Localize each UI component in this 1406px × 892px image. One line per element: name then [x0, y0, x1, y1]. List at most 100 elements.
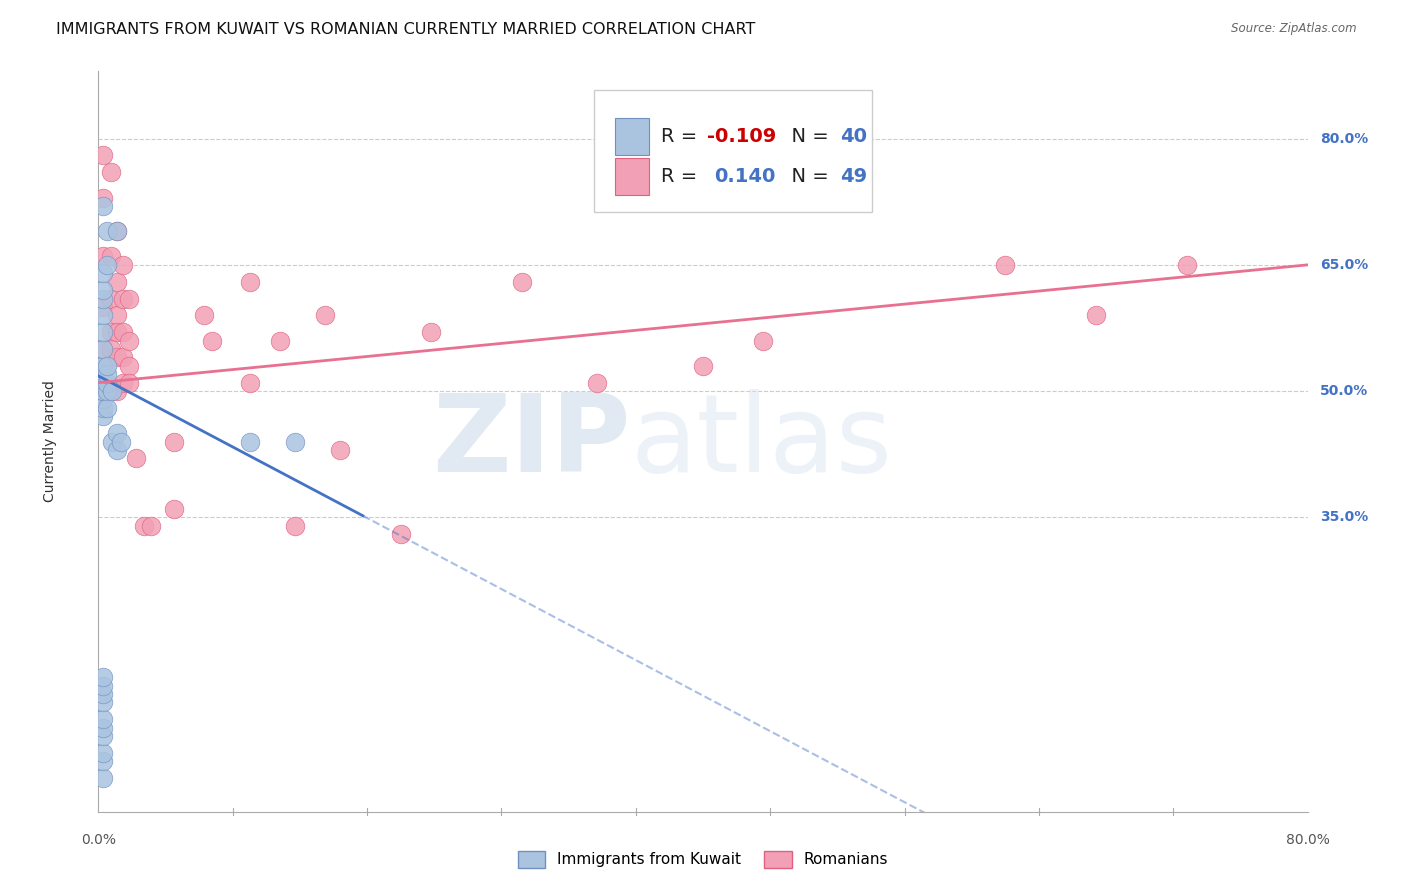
Point [132, 518, 155, 533]
Point [91, 384, 114, 398]
Text: 65.0%: 65.0% [1320, 258, 1368, 272]
Point [100, 325, 122, 339]
Point [752, 334, 775, 348]
Point [91, 148, 114, 162]
Point [163, 434, 186, 449]
Point [105, 351, 128, 365]
Point [91, 342, 114, 356]
Point [201, 334, 224, 348]
Point [692, 359, 714, 373]
Point [239, 376, 262, 390]
Point [100, 165, 122, 179]
Point [101, 384, 124, 398]
Point [118, 376, 141, 390]
Point [91, 384, 114, 398]
Point [389, 527, 412, 541]
Point [105, 384, 128, 398]
Text: Source: ZipAtlas.com: Source: ZipAtlas.com [1232, 22, 1357, 36]
Point [91, 309, 114, 323]
Bar [614, 158, 648, 194]
Point [91, 325, 114, 339]
Point [91, 746, 114, 760]
Point [105, 426, 128, 441]
Point [163, 501, 186, 516]
Point [96, 368, 118, 382]
Point [269, 334, 291, 348]
Point [284, 518, 307, 533]
Text: Currently Married: Currently Married [44, 381, 58, 502]
Text: R =: R = [661, 167, 710, 186]
FancyBboxPatch shape [595, 90, 872, 212]
Point [91, 721, 114, 735]
Point [111, 292, 134, 306]
Point [91, 384, 114, 398]
Point [91, 401, 114, 415]
Point [91, 300, 114, 314]
Point [100, 342, 122, 356]
Point [118, 359, 141, 373]
Point [91, 342, 114, 356]
Point [96, 258, 118, 272]
Point [111, 351, 134, 365]
Point [96, 384, 118, 398]
Point [420, 325, 443, 339]
Text: -0.109: -0.109 [707, 127, 776, 145]
Point [586, 376, 609, 390]
Point [125, 451, 148, 466]
Point [91, 359, 114, 373]
Point [314, 309, 336, 323]
Text: ZIP: ZIP [432, 389, 630, 494]
Point [91, 376, 114, 390]
Point [105, 309, 128, 323]
Text: 50.0%: 50.0% [1320, 384, 1368, 398]
Point [1085, 309, 1108, 323]
Point [994, 258, 1017, 272]
Point [91, 754, 114, 768]
Point [91, 266, 114, 280]
Point [284, 434, 307, 449]
Text: 35.0%: 35.0% [1320, 510, 1368, 524]
Point [105, 325, 128, 339]
Point [91, 670, 114, 684]
Point [111, 376, 134, 390]
Point [100, 292, 122, 306]
Point [91, 729, 114, 743]
Text: R =: R = [661, 127, 703, 145]
Text: 49: 49 [839, 167, 866, 186]
Point [101, 434, 124, 449]
Text: 80.0%: 80.0% [1320, 132, 1368, 145]
Text: 0.0%: 0.0% [82, 833, 115, 847]
Point [111, 258, 134, 272]
Point [100, 384, 122, 398]
Text: 0.140: 0.140 [714, 167, 775, 186]
Point [96, 224, 118, 238]
Text: 40: 40 [839, 127, 866, 145]
Point [91, 190, 114, 204]
Point [91, 292, 114, 306]
Point [91, 679, 114, 693]
Point [141, 518, 163, 533]
Text: IMMIGRANTS FROM KUWAIT VS ROMANIAN CURRENTLY MARRIED CORRELATION CHART: IMMIGRANTS FROM KUWAIT VS ROMANIAN CURRE… [56, 22, 755, 37]
Point [91, 392, 114, 407]
Point [100, 249, 122, 264]
Point [193, 309, 215, 323]
Point [110, 434, 132, 449]
Point [510, 275, 533, 289]
Text: atlas: atlas [630, 389, 893, 494]
Point [91, 771, 114, 785]
Point [91, 249, 114, 264]
Point [91, 283, 114, 297]
Text: N =: N = [779, 127, 835, 145]
Point [111, 325, 134, 339]
Point [96, 359, 118, 373]
Point [91, 712, 114, 726]
Point [1175, 258, 1198, 272]
Point [91, 409, 114, 424]
Point [105, 275, 128, 289]
Point [91, 687, 114, 701]
Point [91, 695, 114, 709]
Text: 80.0%: 80.0% [1285, 833, 1330, 847]
Legend: Immigrants from Kuwait, Romanians: Immigrants from Kuwait, Romanians [512, 845, 894, 873]
Point [96, 401, 118, 415]
Text: N =: N = [779, 167, 835, 186]
